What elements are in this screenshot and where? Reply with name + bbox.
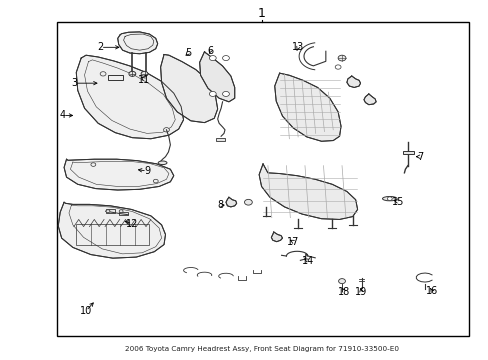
Circle shape [244, 199, 252, 205]
Circle shape [129, 71, 136, 76]
Polygon shape [160, 54, 217, 123]
Text: 1: 1 [257, 7, 265, 20]
Circle shape [386, 197, 391, 201]
Ellipse shape [158, 161, 166, 165]
Polygon shape [58, 202, 165, 258]
Circle shape [209, 55, 216, 60]
Text: 18: 18 [338, 287, 350, 297]
Ellipse shape [382, 197, 396, 201]
Text: 11: 11 [138, 75, 150, 85]
Polygon shape [271, 232, 282, 242]
Circle shape [119, 210, 123, 213]
Bar [119, 212, 128, 215]
Circle shape [100, 72, 106, 76]
Text: 7: 7 [416, 152, 422, 162]
Bar [57, 22, 468, 336]
Text: 3: 3 [72, 78, 78, 88]
Polygon shape [259, 164, 357, 220]
Bar [216, 138, 224, 141]
Text: 5: 5 [185, 48, 191, 58]
Text: 13: 13 [291, 42, 304, 52]
Text: 17: 17 [286, 237, 299, 247]
Text: 15: 15 [391, 197, 404, 207]
Text: 9: 9 [143, 166, 150, 176]
Text: 16: 16 [425, 286, 437, 296]
Text: 12: 12 [126, 219, 138, 229]
Circle shape [141, 71, 148, 76]
Polygon shape [199, 51, 234, 102]
Circle shape [222, 91, 229, 96]
Circle shape [91, 163, 96, 166]
Polygon shape [64, 159, 173, 190]
Circle shape [209, 91, 216, 96]
Text: 19: 19 [355, 287, 367, 297]
Polygon shape [225, 197, 236, 207]
Circle shape [153, 179, 158, 183]
Bar [402, 150, 413, 154]
Text: 10: 10 [80, 306, 92, 316]
Circle shape [163, 128, 169, 132]
Bar [105, 210, 115, 213]
Polygon shape [274, 73, 340, 141]
Bar [76, 224, 149, 245]
Text: 6: 6 [207, 46, 213, 56]
Circle shape [338, 279, 345, 284]
Text: 2006 Toyota Camry Headrest Assy, Front Seat Diagram for 71910-33500-E0: 2006 Toyota Camry Headrest Assy, Front S… [124, 346, 398, 352]
Polygon shape [118, 32, 158, 54]
Text: 14: 14 [301, 256, 313, 266]
Circle shape [106, 210, 110, 213]
Polygon shape [346, 76, 360, 87]
Text: 2: 2 [97, 42, 103, 52]
Text: 4: 4 [60, 111, 66, 121]
Circle shape [222, 55, 229, 60]
Polygon shape [76, 55, 183, 139]
Circle shape [337, 55, 345, 61]
Bar [108, 75, 122, 80]
Text: 8: 8 [217, 200, 223, 210]
Polygon shape [363, 94, 375, 105]
